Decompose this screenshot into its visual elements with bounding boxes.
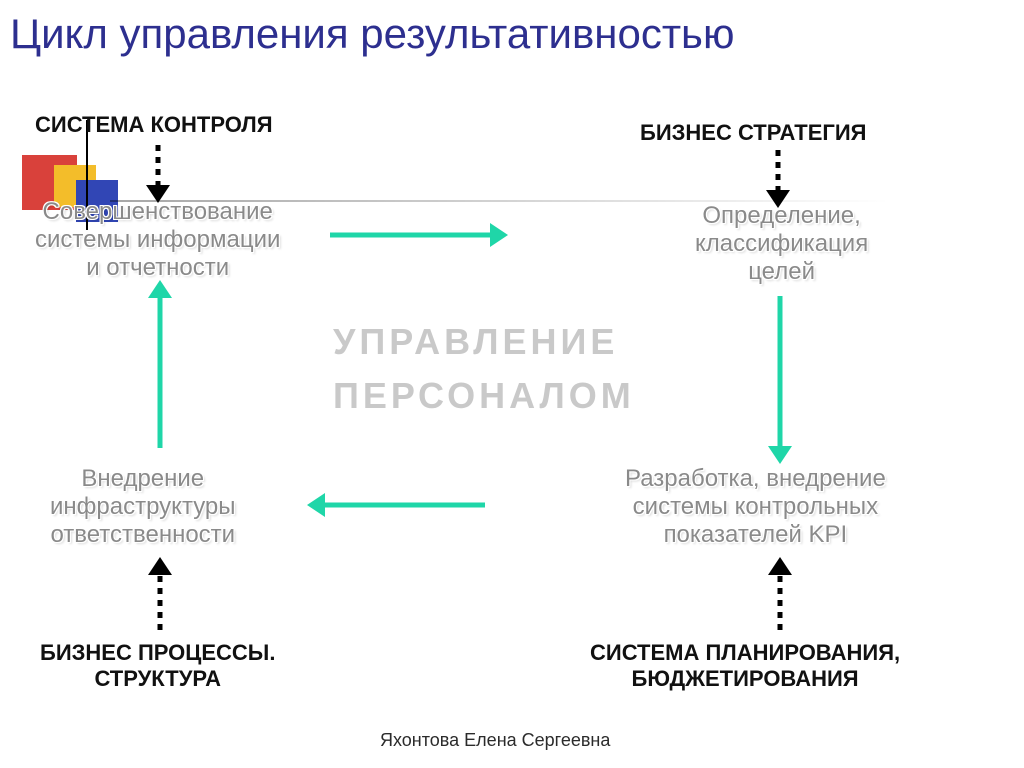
center-line2: ПЕРСОНАЛОМ: [333, 369, 635, 423]
label-control-system: СИСТЕМА КОНТРОЛЯ: [35, 112, 273, 138]
author-footer: Яхонтова Елена Сергеевна: [380, 730, 610, 751]
center-line1: УПРАВЛЕНИЕ: [333, 315, 635, 369]
arrow-top: [330, 223, 508, 247]
node-responsibility-infra: Внедрение инфраструктуры ответственности: [50, 465, 236, 549]
arrow-from-control: [146, 145, 170, 203]
arrow-from-planning: [768, 557, 792, 630]
node-improve-reporting: Совершенствование системы информации и о…: [35, 198, 280, 282]
arrow-from-processes: [148, 557, 172, 630]
node-define-goals: Определение, классификация целей: [695, 202, 868, 286]
label-planning-system: СИСТЕМА ПЛАНИРОВАНИЯ, БЮДЖЕТИРОВАНИЯ: [590, 640, 900, 692]
node-kpi-system: Разработка, внедрение системы контрольны…: [625, 465, 886, 549]
label-business-strategy: БИЗНЕС СТРАТЕГИЯ: [640, 120, 867, 146]
center-caption: УПРАВЛЕНИЕ ПЕРСОНАЛОМ: [333, 315, 635, 423]
label-business-processes: БИЗНЕС ПРОЦЕССЫ. СТРУКТУРА: [40, 640, 275, 692]
arrow-bottom: [307, 493, 485, 517]
arrow-from-strategy: [766, 150, 790, 208]
arrow-left: [148, 280, 172, 448]
arrow-right: [768, 296, 792, 464]
slide-title: Цикл управления результативностью: [10, 10, 734, 58]
